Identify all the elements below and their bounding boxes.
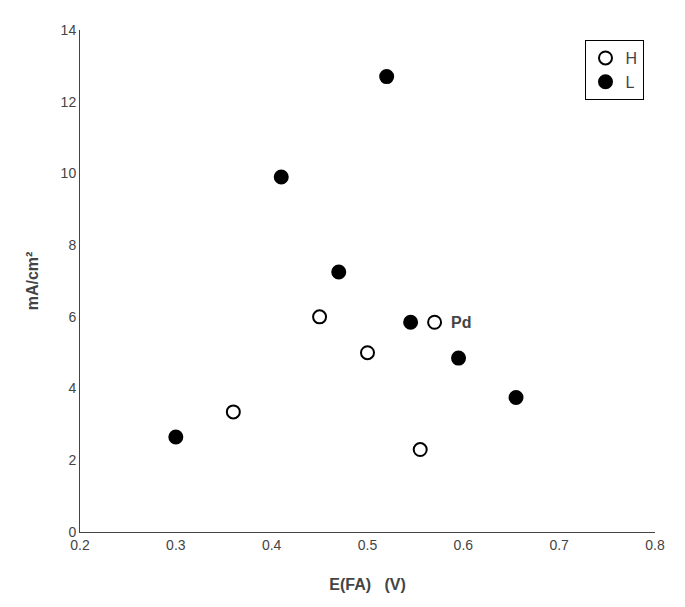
svg-text:mA/cm²: mA/cm²: [24, 252, 41, 311]
svg-text:8: 8: [68, 237, 76, 253]
svg-text:14: 14: [61, 22, 77, 38]
svg-text:E(FA) (V): E(FA) (V): [329, 576, 405, 593]
svg-text:H: H: [626, 50, 638, 67]
svg-text:Pd: Pd: [451, 314, 471, 331]
svg-text:0.8: 0.8: [645, 537, 665, 553]
svg-text:6: 6: [68, 309, 76, 325]
svg-text:L: L: [626, 74, 635, 91]
svg-text:0.7: 0.7: [549, 537, 569, 553]
svg-text:0: 0: [68, 524, 76, 540]
svg-text:0.2: 0.2: [70, 537, 90, 553]
svg-text:0.5: 0.5: [358, 537, 378, 553]
svg-text:2: 2: [68, 452, 76, 468]
svg-text:0.3: 0.3: [166, 537, 186, 553]
svg-text:0.6: 0.6: [454, 537, 474, 553]
svg-text:4: 4: [68, 380, 76, 396]
svg-text:0.4: 0.4: [262, 537, 282, 553]
svg-text:10: 10: [61, 165, 77, 181]
svg-text:12: 12: [61, 94, 77, 110]
